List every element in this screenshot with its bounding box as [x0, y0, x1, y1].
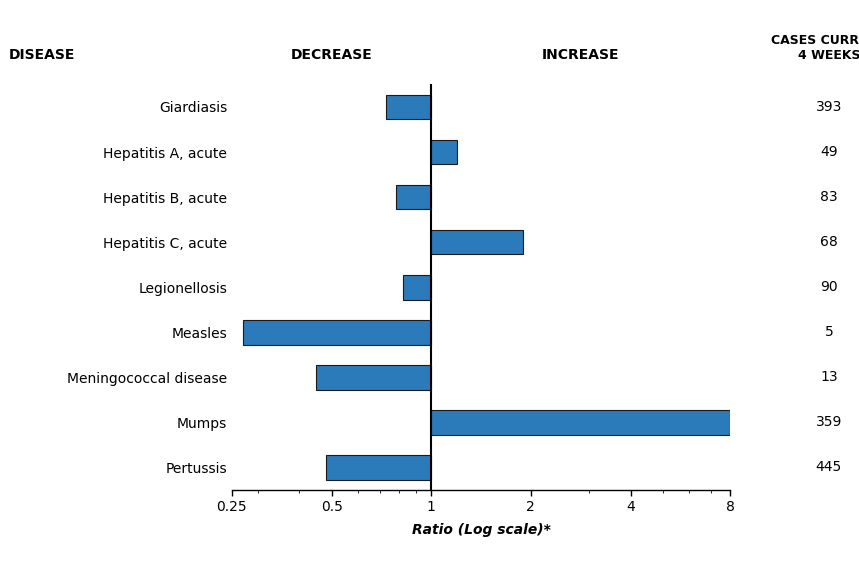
Bar	[326, 455, 431, 480]
Text: CASES CURRENT
4 WEEKS: CASES CURRENT 4 WEEKS	[771, 34, 859, 62]
Text: 393: 393	[816, 100, 842, 114]
Bar	[386, 95, 431, 119]
Bar	[431, 410, 730, 435]
Text: 13: 13	[820, 370, 838, 384]
Text: 90: 90	[820, 280, 838, 294]
Text: DECREASE: DECREASE	[290, 48, 373, 62]
Text: 445: 445	[816, 461, 842, 474]
Bar	[431, 230, 523, 254]
Text: 83: 83	[820, 190, 838, 204]
Text: DISEASE: DISEASE	[9, 48, 75, 62]
Bar	[431, 140, 458, 164]
Text: 68: 68	[820, 235, 838, 249]
Text: INCREASE: INCREASE	[542, 48, 619, 62]
Bar	[243, 320, 431, 345]
Bar	[395, 185, 431, 209]
Text: 5: 5	[825, 325, 833, 339]
Bar	[316, 365, 431, 390]
X-axis label: Ratio (Log scale)*: Ratio (Log scale)*	[411, 522, 551, 537]
Bar	[403, 275, 431, 300]
Text: 49: 49	[820, 145, 838, 159]
Text: 359: 359	[816, 415, 842, 429]
